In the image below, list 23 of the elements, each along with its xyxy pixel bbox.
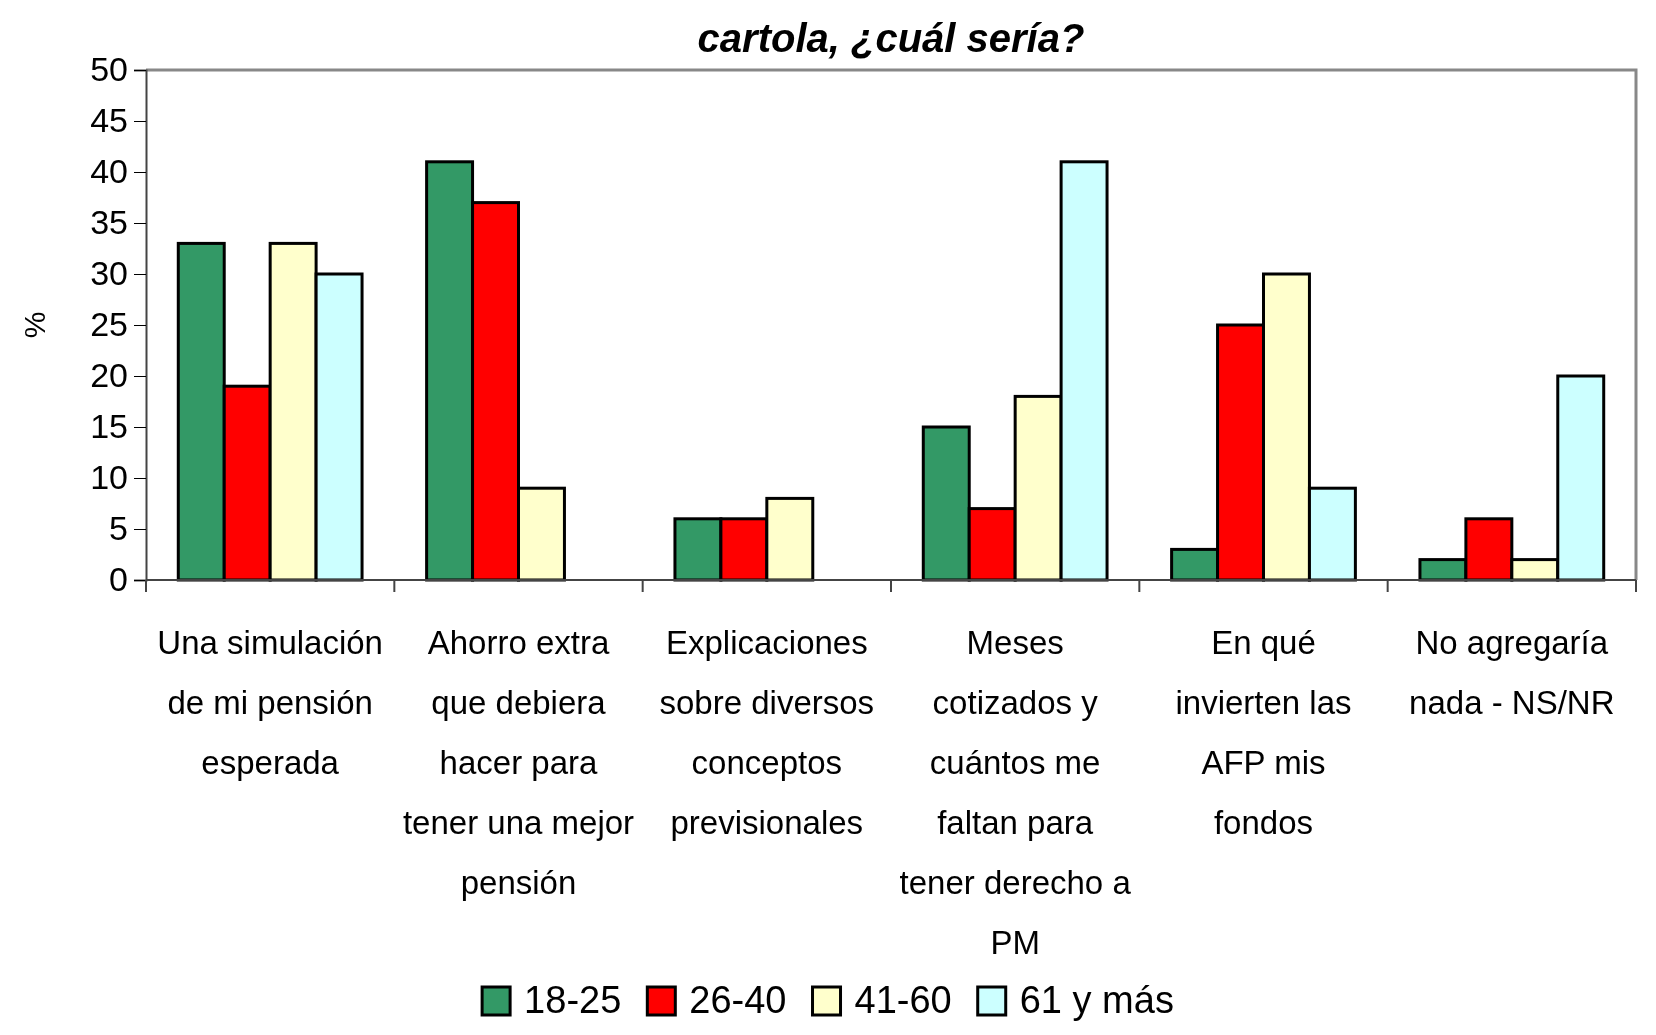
x-tick-label: En qué invierten las AFP mis fondos xyxy=(1175,624,1352,841)
legend-label: 41-60 xyxy=(854,979,952,1021)
y-tick-label: 35 xyxy=(90,203,128,242)
x-tick-label: Meses cotizados y cuántos me faltan para tener derecho a PM xyxy=(899,624,1132,961)
chart-title: cartola, ¿cuál sería? xyxy=(697,16,1085,60)
y-tick-label: 30 xyxy=(90,254,128,293)
y-tick-label: 25 xyxy=(90,305,128,344)
x-tick-label: Explicaciones sobre diversos conceptos previsionales xyxy=(659,624,875,841)
y-tick-label: 50 xyxy=(90,50,128,89)
x-tick-label: Ahorro extra que debiera hacer para tener una mejor pensión xyxy=(402,624,635,901)
y-tick-label: 0 xyxy=(109,560,128,599)
x-tick-label: Una simulación de mi pensión esperada xyxy=(157,624,383,781)
y-tick-label: 10 xyxy=(90,458,128,497)
legend-label: 26-40 xyxy=(689,979,787,1021)
y-tick-label: 20 xyxy=(90,356,128,395)
legend-label: 18-25 xyxy=(524,979,622,1021)
y-tick-label: 15 xyxy=(90,407,128,446)
y-axis-title: % xyxy=(18,311,51,339)
y-tick-label: 5 xyxy=(109,509,128,548)
y-tick-label: 40 xyxy=(90,152,128,191)
y-tick-label: 45 xyxy=(90,101,128,140)
x-tick-label: No agregaría nada - NS/NR xyxy=(1409,624,1615,721)
legend-label: 61 y más xyxy=(1019,979,1174,1021)
